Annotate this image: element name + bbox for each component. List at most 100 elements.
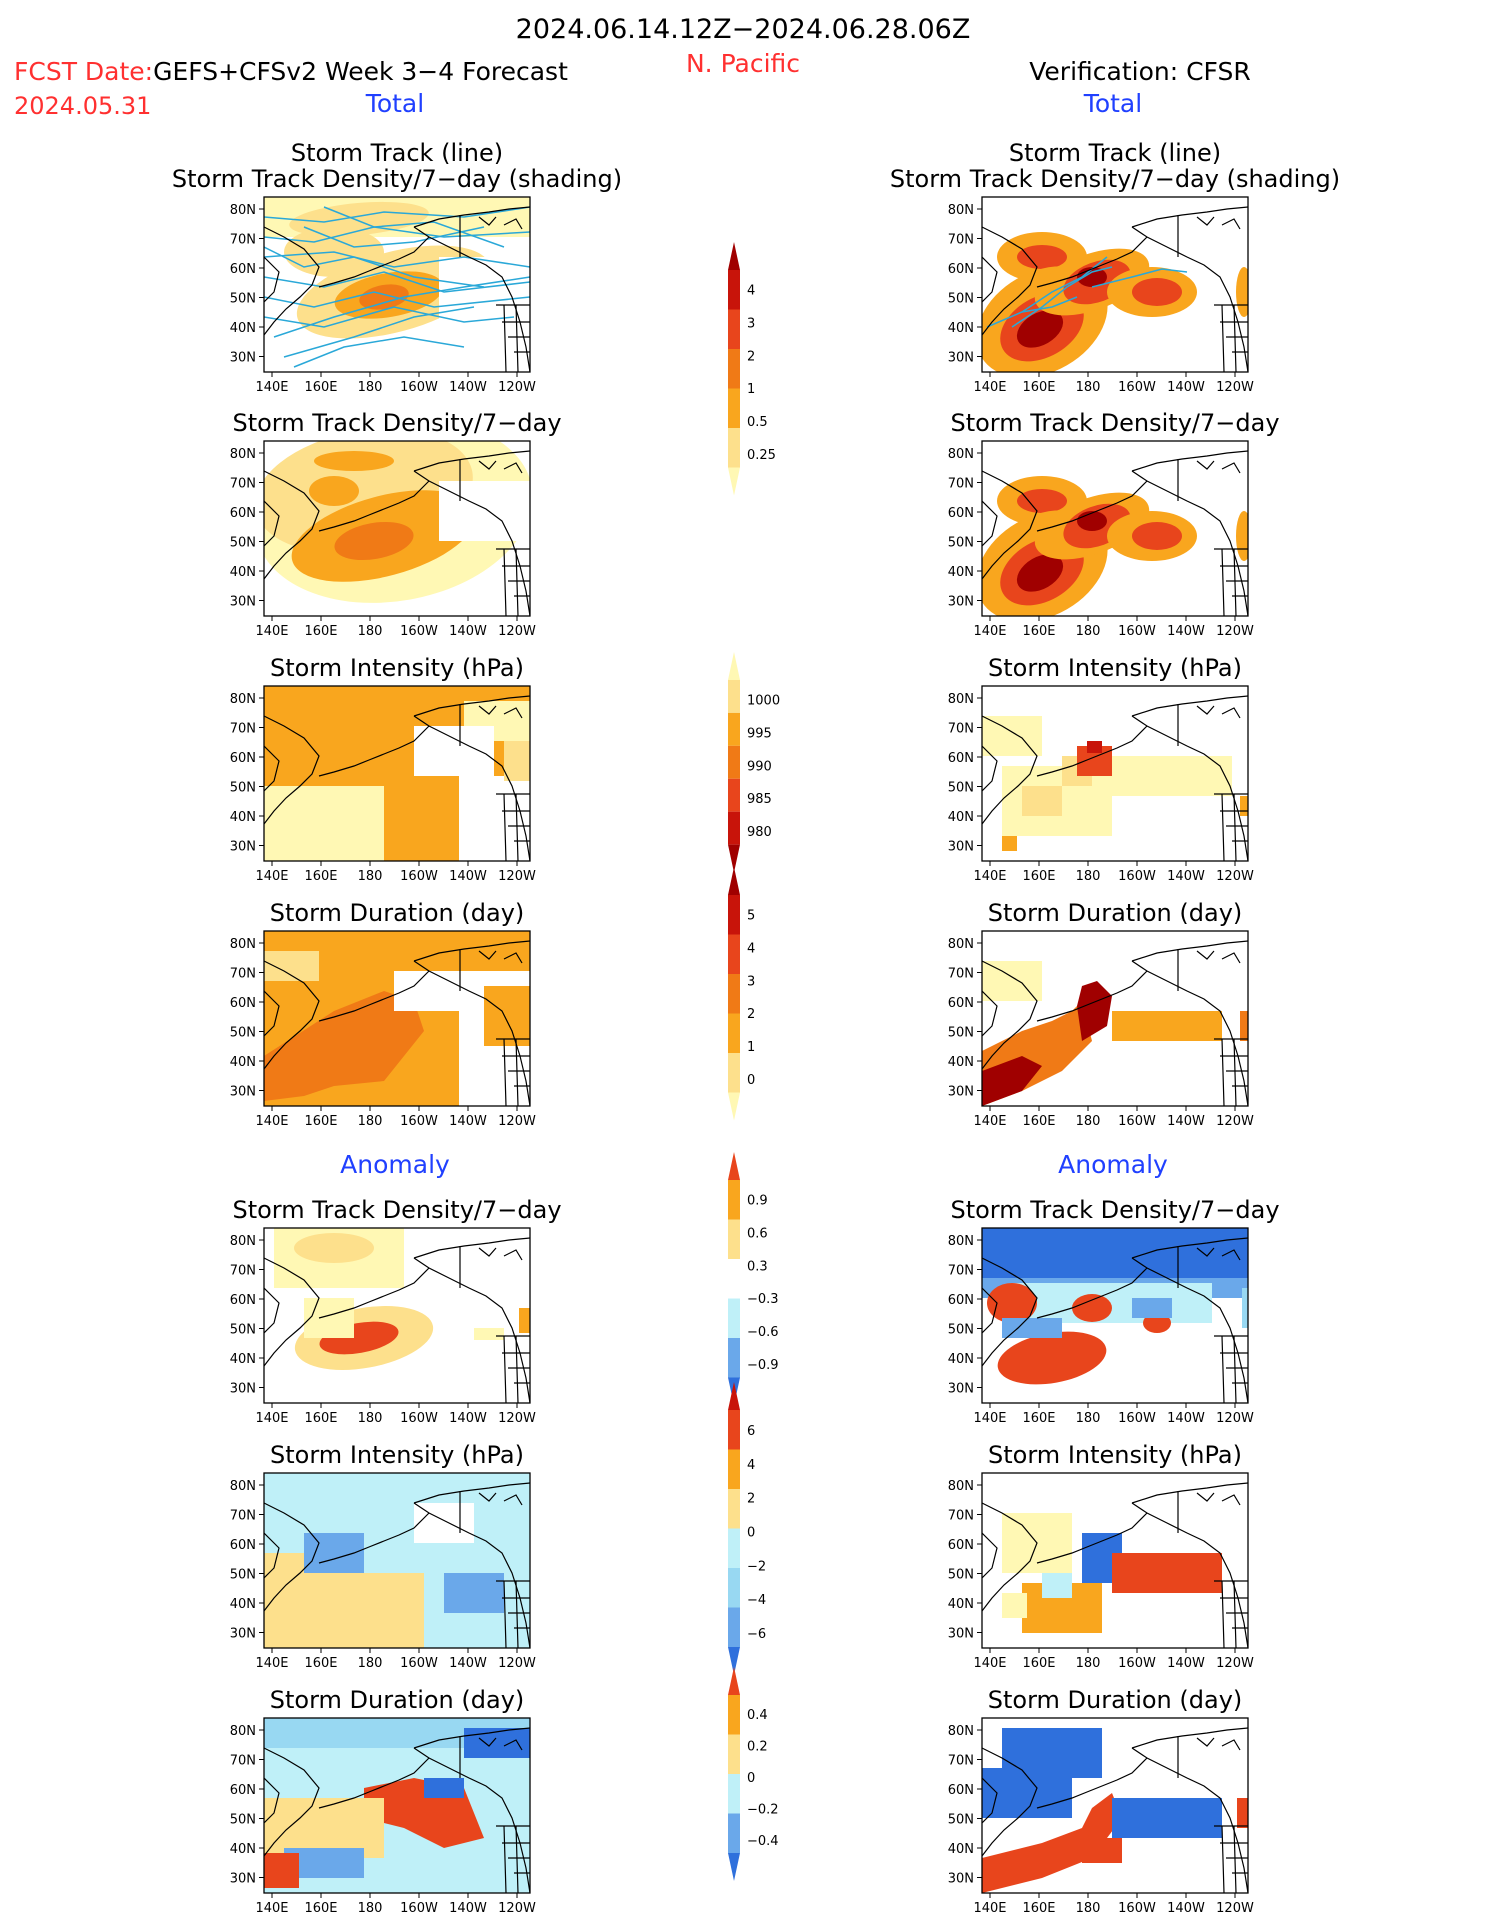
coastline xyxy=(264,500,280,547)
lat-tick-label: 60N xyxy=(948,262,974,277)
section-anomaly-right: Anomaly xyxy=(1058,1150,1168,1179)
coastline xyxy=(413,715,530,861)
colorbar-segment xyxy=(728,1528,740,1568)
coastline xyxy=(1131,960,1248,1106)
lon-tick-label: 160E xyxy=(304,624,337,639)
coastline xyxy=(264,226,320,336)
colorbar-segment xyxy=(728,428,740,468)
lon-tick-label: 140W xyxy=(449,1656,487,1671)
colorbar-segment xyxy=(728,1219,740,1259)
colorbar-end xyxy=(728,844,740,873)
lat-tick-label: 40N xyxy=(230,1597,256,1612)
lat-tick-label: 80N xyxy=(230,203,256,218)
shaded-cell xyxy=(1082,1838,1122,1863)
colorbar-tick-label: 2 xyxy=(747,349,755,364)
coastline xyxy=(496,1335,530,1403)
coastline xyxy=(478,1247,523,1261)
coastline xyxy=(478,950,523,964)
lon-tick-label: 140E xyxy=(973,1411,1006,1426)
colorbar-segment xyxy=(728,1568,740,1608)
lon-tick-label: 180 xyxy=(358,1656,383,1671)
colorbar-intensity-anom: 6 4 2 0 −2 −4 −6 xyxy=(728,1382,766,1675)
lat-tick-label: 30N xyxy=(230,1085,256,1100)
colorbar-tick-label: 0 xyxy=(747,1073,755,1088)
shaded-cell xyxy=(1087,741,1102,753)
section-anomaly-left: Anomaly xyxy=(340,1150,450,1179)
lon-tick-label: 120W xyxy=(1216,1411,1254,1426)
map-panel-left-1: Storm Track (line)Storm Track Density/7−… xyxy=(172,139,622,395)
colorbar-segment xyxy=(728,1607,740,1647)
section-total-right: Total xyxy=(1083,89,1142,118)
coastline xyxy=(496,1038,530,1106)
coastline xyxy=(478,1737,523,1751)
coastline xyxy=(496,793,530,861)
shaded-region xyxy=(987,1283,1037,1323)
coastline xyxy=(413,226,530,372)
map-frame xyxy=(263,1472,531,1649)
panel-title: Storm Track Density/7−day xyxy=(232,409,561,437)
lat-tick-label: 80N xyxy=(230,692,256,707)
shaded-cell xyxy=(1112,1011,1222,1041)
shaded-region xyxy=(1236,267,1248,317)
shaded-cell xyxy=(264,1853,299,1888)
coastline xyxy=(264,1502,320,1612)
colorbar-segment xyxy=(728,1774,740,1814)
shaded-cell xyxy=(444,1573,504,1613)
colorbar-tick-label: 2 xyxy=(747,1007,755,1022)
colorbar-segment xyxy=(728,745,740,779)
map-frame xyxy=(263,440,531,617)
svg-text:FCST Date:GEFS+CFSv2 Week 3−4: FCST Date:GEFS+CFSv2 Week 3−4 Forecast xyxy=(14,57,568,86)
lat-tick-label: 50N xyxy=(948,1568,974,1583)
colorbar-segment xyxy=(728,1734,740,1774)
lon-tick-label: 160E xyxy=(304,1656,337,1671)
lat-tick-label: 30N xyxy=(230,840,256,855)
lon-tick-label: 180 xyxy=(358,1901,383,1916)
lat-tick-label: 80N xyxy=(230,937,256,952)
fcst-date-label: FCST Date: xyxy=(14,57,153,86)
shaded-region xyxy=(1077,511,1107,531)
coastline xyxy=(1214,1825,1248,1893)
shaded-cell xyxy=(1237,1798,1248,1828)
lon-tick-label: 160W xyxy=(1118,1901,1156,1916)
storm-track-line xyxy=(1011,266,1113,328)
storm-track-line xyxy=(1021,296,1078,313)
colorbar-end xyxy=(728,1667,740,1695)
lon-tick-label: 180 xyxy=(358,1411,383,1426)
lat-tick-label: 70N xyxy=(230,967,256,982)
shaded-cell xyxy=(982,1228,1248,1278)
lon-tick-label: 120W xyxy=(498,869,536,884)
lat-tick-label: 80N xyxy=(948,692,974,707)
shaded-cell xyxy=(1002,1593,1027,1618)
map-panel-left-2: Storm Track Density/7−day 80N 70N 60N 50N 40N… xyxy=(230,409,562,639)
colorbar-tick-label: −0.3 xyxy=(747,1292,779,1307)
lon-tick-label: 160E xyxy=(304,380,337,395)
lon-tick-label: 160W xyxy=(1118,1656,1156,1671)
lat-tick-label: 30N xyxy=(948,840,974,855)
section-total-left: Total xyxy=(365,89,424,118)
coastline xyxy=(1196,1737,1241,1751)
map-frame xyxy=(981,1472,1249,1649)
coastline xyxy=(318,725,430,777)
shaded-cell xyxy=(1132,1298,1172,1318)
coastline xyxy=(982,226,1038,336)
coastline xyxy=(1131,1502,1248,1648)
coastline xyxy=(1131,226,1248,372)
lon-tick-label: 140W xyxy=(1167,624,1205,639)
lon-tick-label: 180 xyxy=(358,380,383,395)
lat-tick-label: 40N xyxy=(948,321,974,336)
lon-tick-label: 120W xyxy=(498,1656,536,1671)
colorbar-segment xyxy=(728,1489,740,1529)
lat-tick-label: 70N xyxy=(948,722,974,737)
shaded-cell xyxy=(264,951,319,981)
map-frame xyxy=(263,1227,531,1404)
lat-tick-label: 80N xyxy=(230,1234,256,1249)
shaded-region xyxy=(264,991,424,1101)
lat-tick-label: 30N xyxy=(230,1872,256,1887)
lon-tick-label: 140E xyxy=(255,1656,288,1671)
coastline xyxy=(1036,1267,1148,1319)
coastline xyxy=(413,1237,530,1259)
lon-tick-label: 180 xyxy=(358,869,383,884)
lon-tick-label: 160E xyxy=(1022,1411,1055,1426)
lat-tick-label: 60N xyxy=(948,751,974,766)
